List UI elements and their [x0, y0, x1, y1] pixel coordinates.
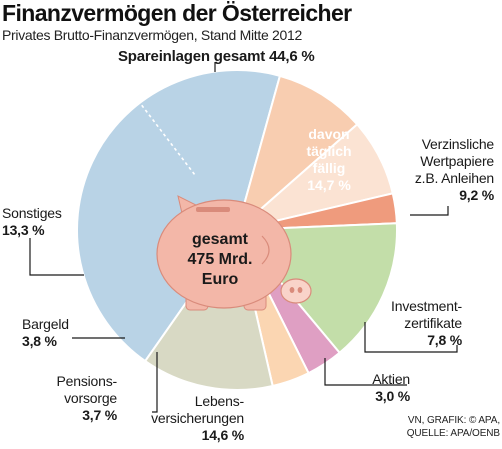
- pie-slice-1: [235, 74, 359, 233]
- label-aktien: Aktien 3,0 %: [372, 371, 410, 404]
- leader-line-4: [152, 352, 158, 413]
- center-total-line-2: Euro: [202, 271, 239, 288]
- center-total-line-1: 475 Mrd.: [188, 251, 253, 268]
- chart-title: Finanzvermögen der Österreicher: [2, 0, 352, 26]
- label-investment: Investment- zertifikate 7,8 %: [391, 298, 462, 348]
- label-pension: Pensions- vorsorge 3,7 %: [56, 373, 118, 423]
- subsegment-label-line-1: täglich: [306, 143, 351, 159]
- center-total-line-0: gesamt: [192, 231, 249, 248]
- leader-line-2: [364, 322, 458, 353]
- chart-subtitle: Privates Brutto-Finanzvermögen, Stand Mi…: [2, 27, 302, 43]
- label-sonstiges: Sonstiges 13,3 %: [2, 205, 62, 238]
- label-bargeld: Bargeld 3,8 %: [22, 316, 69, 349]
- leader-line-1: [410, 206, 449, 216]
- leader-line-3: [324, 358, 407, 386]
- label-wertpapiere: Verzinsliche Wertpapiere z.B. Anleihen 9…: [414, 136, 494, 203]
- piggy-bank-icon: [156, 195, 312, 311]
- leader-line-6: [29, 238, 84, 276]
- source-note: VN, GRAFIK: © APA, QUELLE: APA/OENB: [406, 415, 500, 439]
- subsegment-label-line-0: davon: [308, 126, 349, 142]
- subsegment-label-line-3: 14,7 %: [307, 177, 351, 193]
- subsegment-label-line-2: fällig: [313, 160, 346, 176]
- label-spareinlagen: Spareinlagen gesamt 44,6 %: [118, 48, 315, 65]
- label-leben: Lebens- versicherungen 14,6 %: [151, 393, 244, 443]
